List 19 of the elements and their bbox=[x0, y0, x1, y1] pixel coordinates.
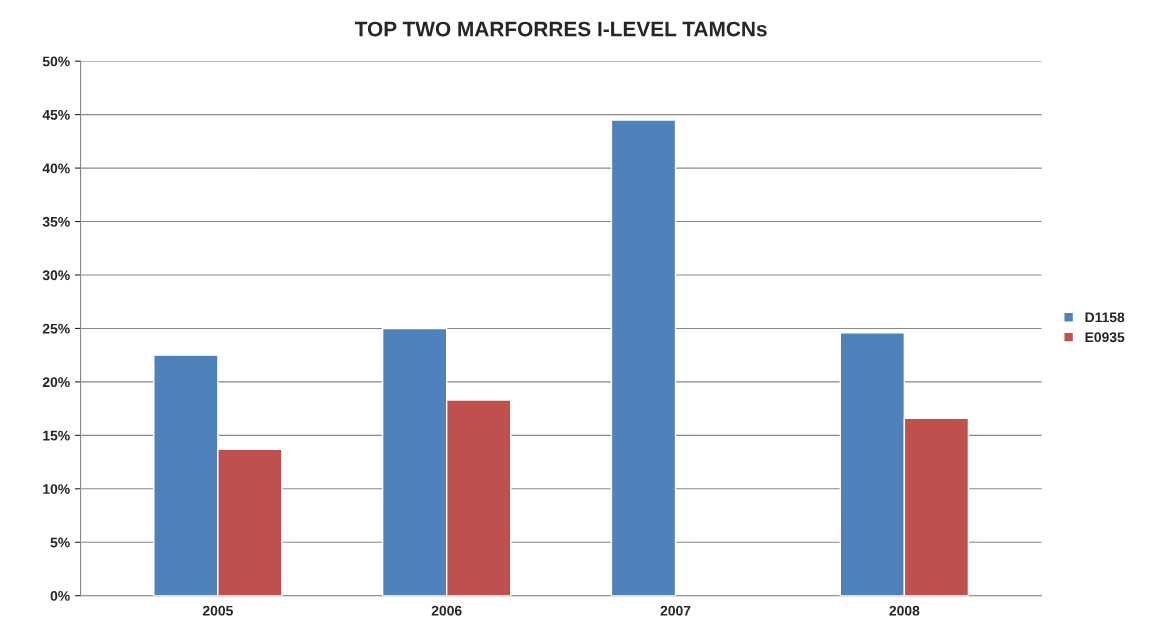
x-tick-label: 2008 bbox=[889, 605, 920, 616]
legend-label: D1158 bbox=[1085, 312, 1125, 323]
legend-label: E0935 bbox=[1085, 332, 1125, 343]
y-tick-label: 10% bbox=[43, 484, 70, 494]
y-tick-label: 30% bbox=[42, 270, 70, 281]
x-tick-label: 2007 bbox=[660, 605, 691, 616]
y-tick-label: 35% bbox=[42, 216, 70, 227]
y-tick-label: 0% bbox=[50, 591, 70, 601]
y-tick-label: 50% bbox=[42, 56, 70, 67]
y-tick-label: 15% bbox=[43, 430, 70, 441]
x-tick-label: 2006 bbox=[431, 605, 462, 616]
y-tick-label: 45% bbox=[42, 110, 70, 120]
y-tick-label: 20% bbox=[42, 377, 70, 388]
y-tick-label: 40% bbox=[42, 163, 70, 174]
y-tick-label: 25% bbox=[42, 323, 70, 334]
x-tick-label: 2005 bbox=[202, 605, 233, 616]
bar bbox=[610, 119, 677, 596]
chart-title: TOP TWO MARFORRES I-LEVEL TAMCNs bbox=[354, 21, 767, 37]
y-tick-label: 5% bbox=[50, 537, 70, 548]
